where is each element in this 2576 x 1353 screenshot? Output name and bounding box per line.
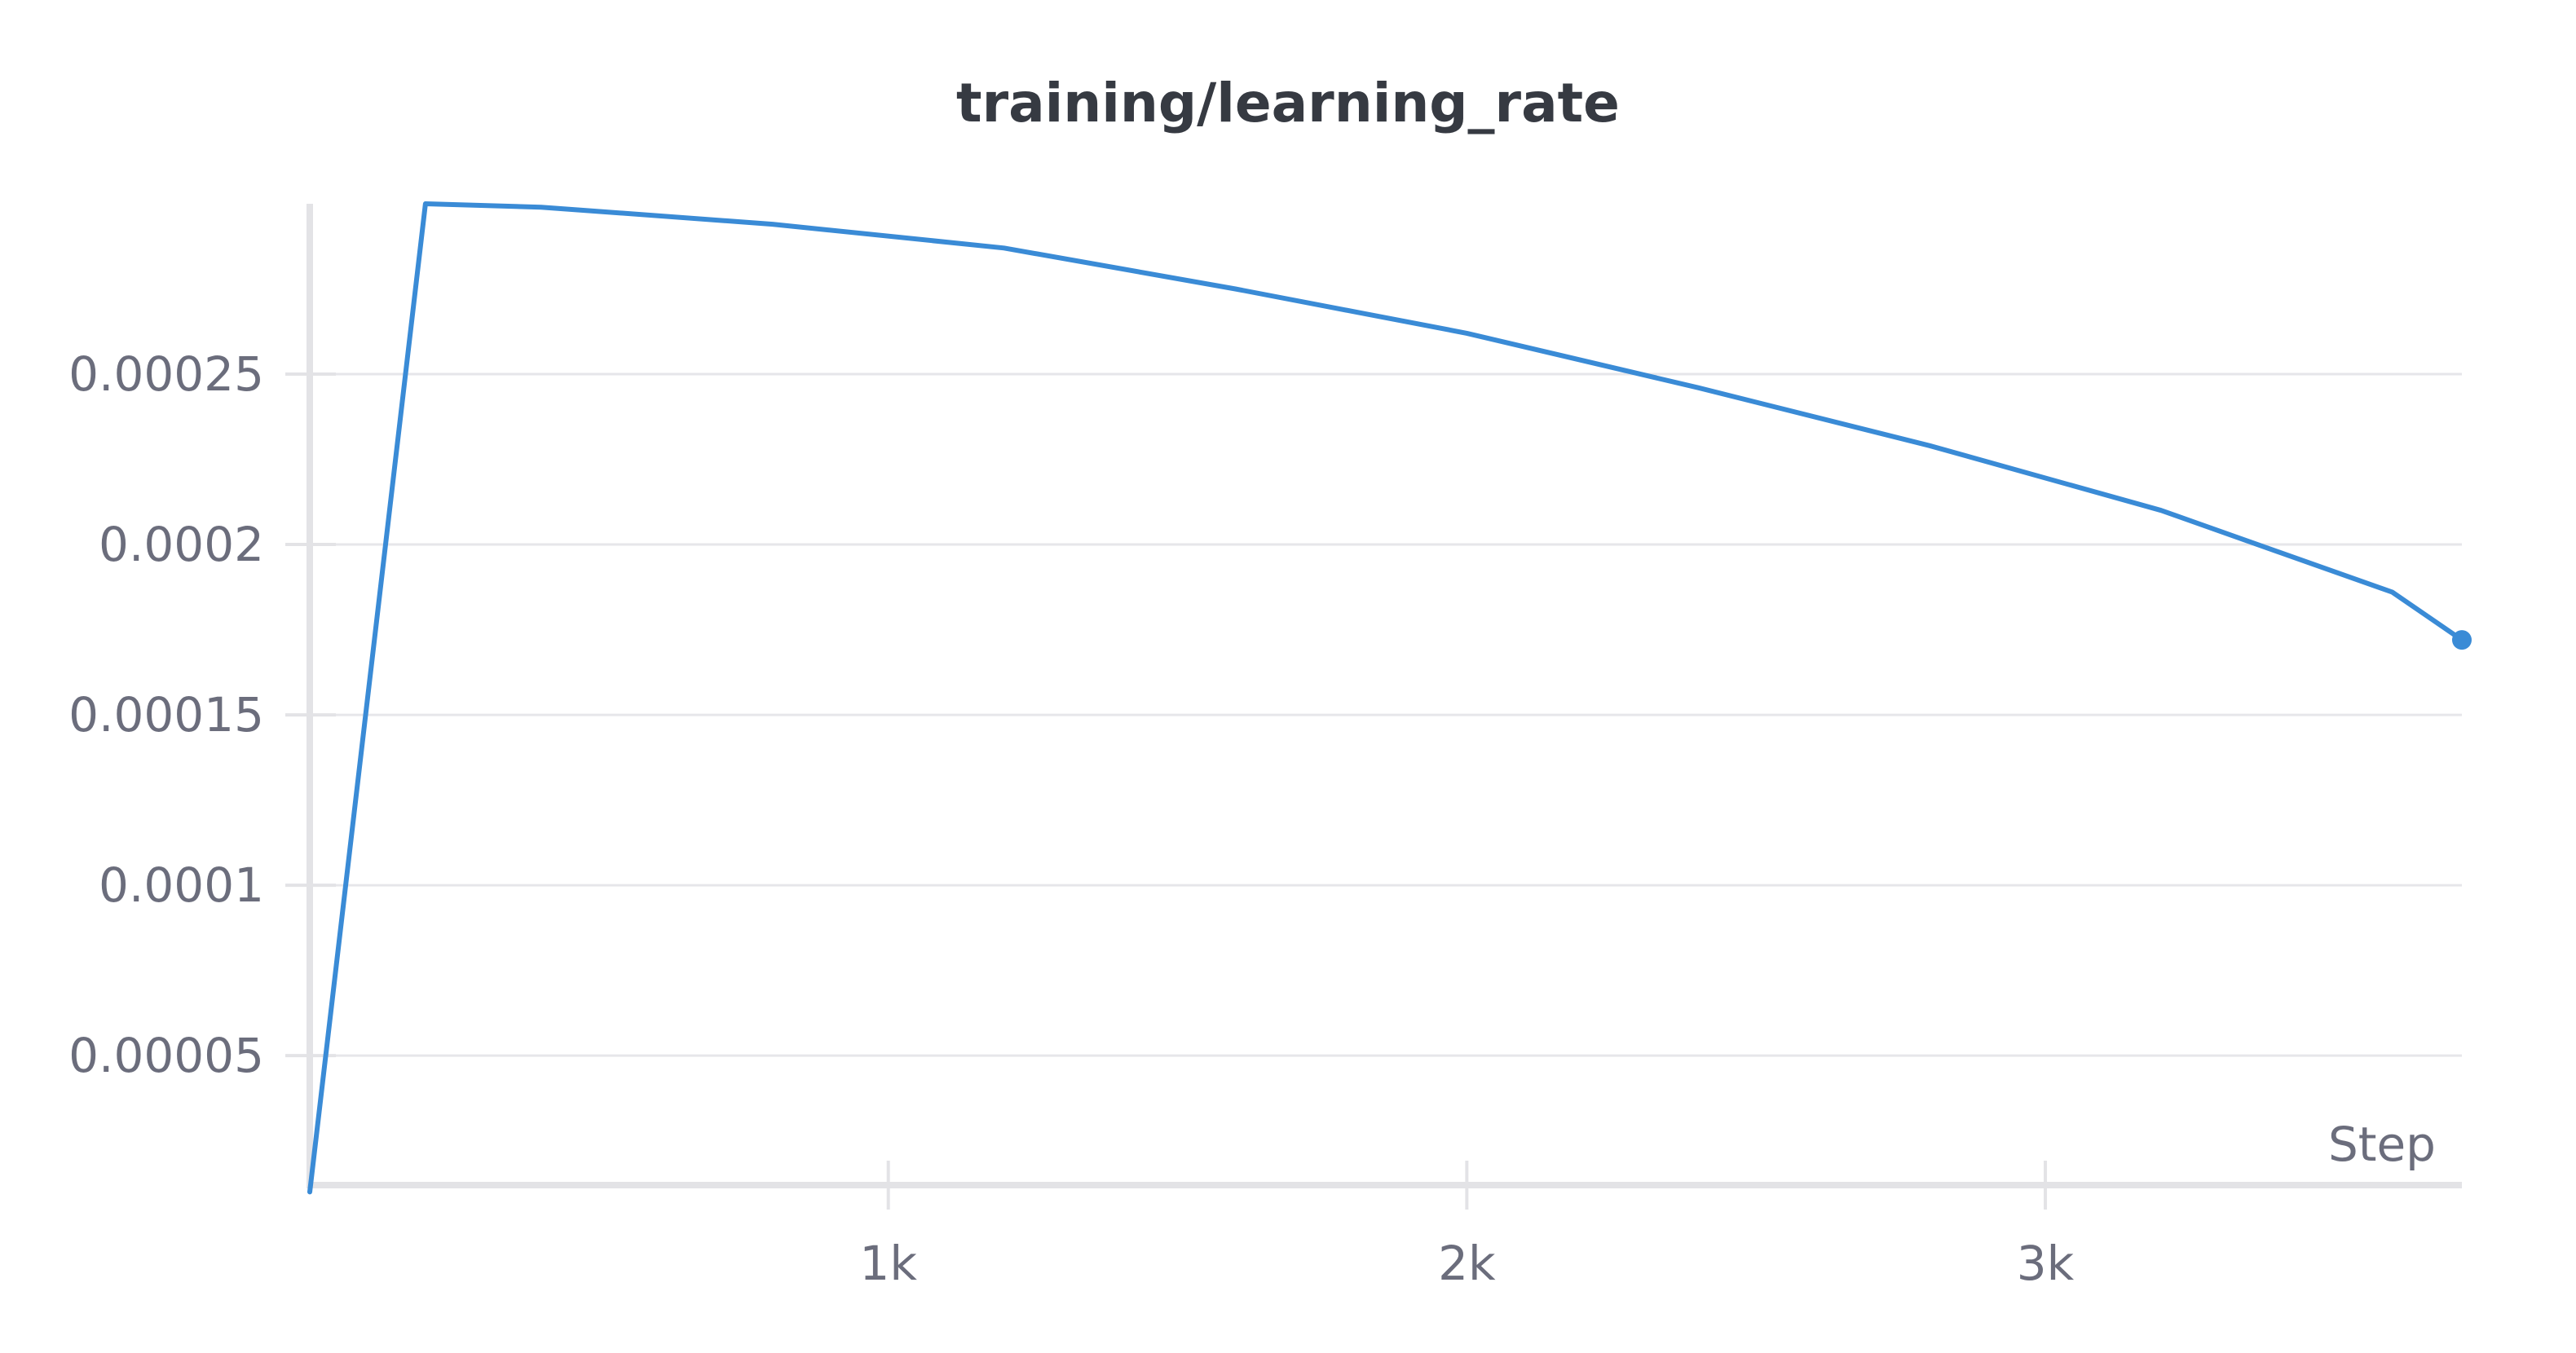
y-tick-label: 0.0002	[99, 517, 264, 572]
grid-layer	[310, 372, 2462, 1057]
y-tick-label: 0.00015	[68, 687, 264, 743]
x-tick-label: 1k	[859, 1236, 917, 1291]
x-tick-label: 2k	[1438, 1236, 1496, 1291]
y-tick-label: 0.00025	[68, 346, 264, 402]
label-layer: 0.00005 0.0001 0.00015 0.0002 0.00025 1k 2k 3k S…	[68, 346, 2436, 1291]
x-tick-label: 3k	[2017, 1236, 2075, 1291]
y-tick-label: 0.00005	[68, 1028, 264, 1083]
y-tick-label: 0.0001	[99, 857, 264, 913]
series-line	[307, 201, 2464, 1195]
x-axis-title: Step	[2328, 1117, 2436, 1172]
chart-title: training/learning_rate	[956, 72, 1620, 134]
axis-layer	[285, 204, 2462, 1210]
series-layer	[307, 201, 2472, 1195]
series-end-point	[2452, 630, 2472, 650]
